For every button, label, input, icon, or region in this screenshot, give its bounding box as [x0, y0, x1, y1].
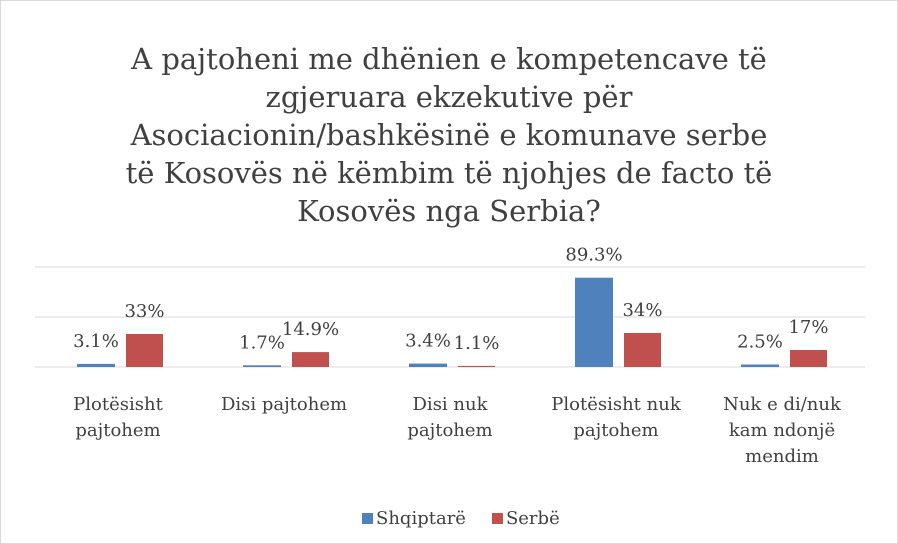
bar — [624, 333, 661, 367]
bar — [409, 363, 447, 367]
bar — [575, 277, 613, 367]
x-tick-label: Plotësisht pajtohem — [73, 394, 163, 441]
data-label: 1.7% — [239, 332, 285, 353]
bar — [292, 352, 329, 367]
data-label: 33% — [124, 301, 164, 322]
data-label: 34% — [622, 300, 662, 321]
legend-swatch — [491, 513, 503, 524]
legend-swatch — [362, 513, 373, 524]
data-label: 3.1% — [73, 331, 119, 352]
bar — [458, 365, 495, 367]
bar — [77, 363, 115, 367]
bar — [741, 364, 779, 367]
bar — [126, 334, 163, 367]
chart-title: A pajtoheni me dhënien e kompetencave të… — [125, 42, 773, 228]
data-label: 2.5% — [737, 332, 783, 353]
data-label: 17% — [788, 317, 828, 338]
legend-label: Serbë — [506, 508, 560, 529]
x-tick-label: Disi nuk pajtohem — [407, 394, 493, 441]
x-tick-label: Disi pajtohem — [220, 394, 348, 415]
x-tick-label: Nuk e di/nuk kam ndonjë mendim — [723, 394, 841, 467]
data-label: 89.3% — [565, 245, 622, 266]
data-label: 1.1% — [454, 333, 500, 354]
x-tick-label: Plotësisht nuk pajtohem — [551, 394, 681, 441]
bar — [243, 365, 281, 367]
data-label: 3.4% — [405, 331, 451, 352]
legend-label: Shqiptarë — [376, 508, 466, 529]
bar — [790, 350, 827, 367]
data-label: 14.9% — [282, 319, 339, 340]
